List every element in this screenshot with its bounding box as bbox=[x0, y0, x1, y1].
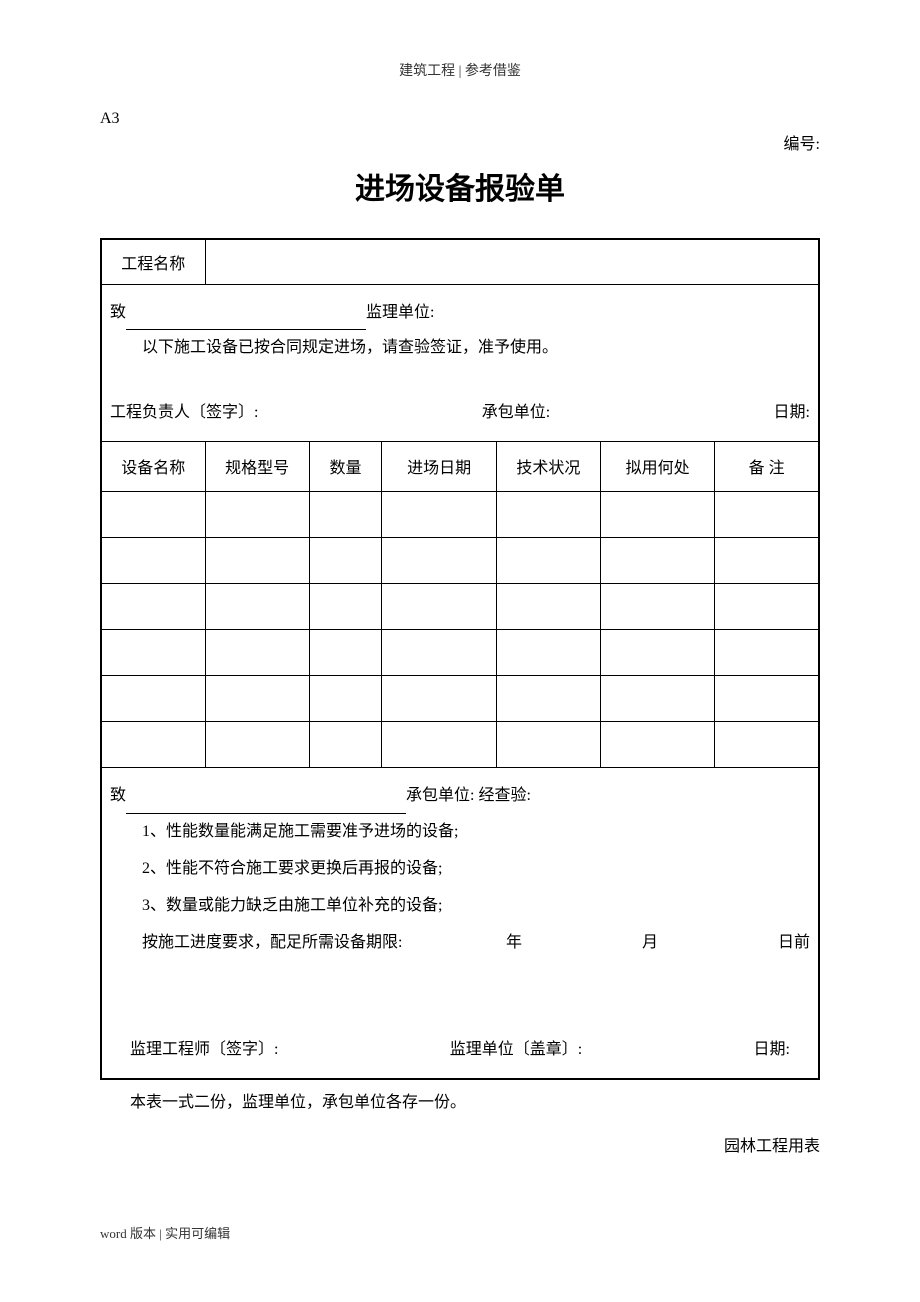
table-row[interactable] bbox=[101, 629, 819, 675]
table-row[interactable] bbox=[101, 537, 819, 583]
header-category: 建筑工程 | 参考借鉴 bbox=[100, 60, 820, 80]
date-label-2: 日期: bbox=[754, 1032, 790, 1069]
document-title: 进场设备报验单 bbox=[100, 164, 820, 208]
to-suffix-2: 承包单位: 经查验: bbox=[406, 787, 531, 804]
year-label: 年 bbox=[506, 925, 522, 962]
response-item-3: 3、数量或能力缺乏由施工单位补充的设备; bbox=[110, 888, 810, 925]
to-prefix-2: 致 bbox=[110, 787, 126, 804]
section-contractor-request: 致 监理单位: 以下施工设备已按合同规定进场，请查验签证，准予使用。 工程负责人〔… bbox=[101, 285, 819, 442]
equipment-table-header: 设备名称 规格型号 数量 进场日期 技术状况 拟用何处 备 注 bbox=[101, 441, 819, 491]
form-category-label: 园林工程用表 bbox=[100, 1132, 820, 1156]
project-name-value[interactable] bbox=[205, 239, 819, 285]
form-code: A3 bbox=[100, 110, 120, 128]
table-row[interactable] bbox=[101, 491, 819, 537]
table-row[interactable] bbox=[101, 675, 819, 721]
project-leader-sign-label: 工程负责人〔签字〕: bbox=[110, 395, 258, 430]
date-label-1: 日期: bbox=[774, 395, 810, 430]
response-item-2: 2、性能不符合施工要求更换后再报的设备; bbox=[110, 851, 810, 888]
supervisor-engineer-sign-label: 监理工程师〔签字〕: bbox=[130, 1032, 278, 1069]
table-row[interactable] bbox=[101, 721, 819, 767]
response-item-1: 1、性能数量能满足施工需要准予进场的设备; bbox=[110, 814, 810, 851]
to-suffix-1: 监理单位: bbox=[366, 304, 434, 321]
col-intended-use: 拟用何处 bbox=[600, 441, 714, 491]
copies-note: 本表一式二份，监理单位，承包单位各存一份。 bbox=[100, 1088, 820, 1112]
month-label: 月 bbox=[642, 925, 658, 962]
contractor-name-blank[interactable] bbox=[126, 796, 406, 814]
footer-version-label: word 版本 | 实用可编辑 bbox=[100, 1223, 230, 1242]
deadline-prefix: 按施工进度要求，配足所需设备期限: bbox=[142, 925, 402, 962]
day-suffix-label: 日前 bbox=[778, 925, 810, 962]
col-spec-model: 规格型号 bbox=[205, 441, 309, 491]
col-quantity: 数量 bbox=[309, 441, 382, 491]
table-row[interactable] bbox=[101, 583, 819, 629]
col-entry-date: 进场日期 bbox=[382, 441, 496, 491]
supervisor-name-blank[interactable] bbox=[126, 312, 366, 330]
col-equipment-name: 设备名称 bbox=[101, 441, 205, 491]
serial-number-label: 编号: bbox=[784, 130, 820, 154]
request-body: 以下施工设备已按合同规定进场，请查验签证，准予使用。 bbox=[110, 330, 810, 365]
to-prefix-1: 致 bbox=[110, 304, 126, 321]
project-name-label: 工程名称 bbox=[101, 239, 205, 285]
supervisor-unit-seal-label: 监理单位〔盖章〕: bbox=[450, 1032, 582, 1069]
section-supervisor-response: 致 承包单位: 经查验: 1、性能数量能满足施工需要准予进场的设备; 2、性能不符… bbox=[101, 767, 819, 1079]
inspection-form-table: 工程名称 致 监理单位: 以下施工设备已按合同规定进场，请查验签证，准予使用。 工… bbox=[100, 238, 820, 1080]
contractor-unit-label: 承包单位: bbox=[482, 395, 550, 430]
col-remarks: 备 注 bbox=[715, 441, 819, 491]
col-tech-condition: 技术状况 bbox=[496, 441, 600, 491]
